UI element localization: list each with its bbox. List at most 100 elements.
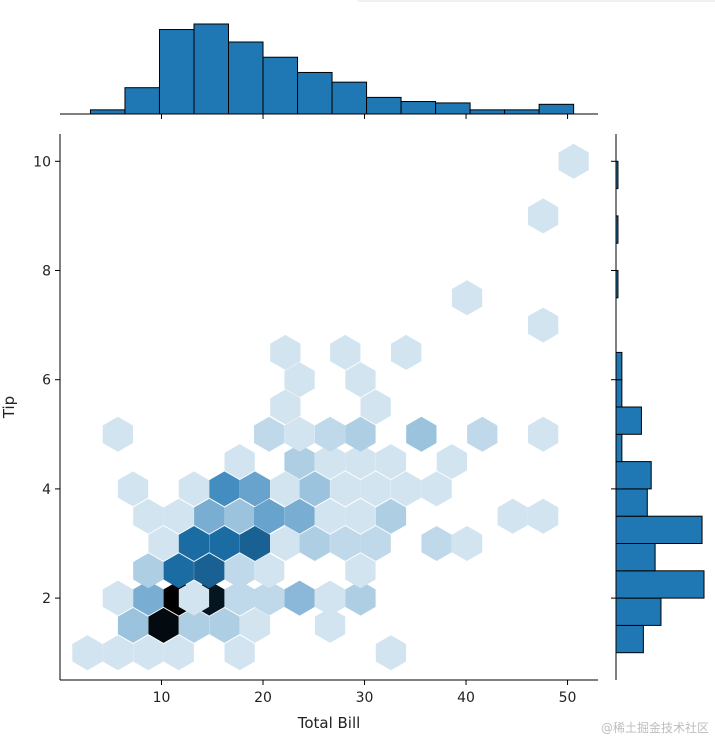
top-hist-bar <box>435 102 471 115</box>
hexbin-cell <box>224 635 255 671</box>
hexbin-cell <box>345 498 376 534</box>
hexbin-cell <box>391 471 422 507</box>
hexbin-cell <box>467 416 498 452</box>
y-tick-label: 2 <box>42 591 51 607</box>
x-axis-label: Total Bill <box>297 714 361 732</box>
hexbin-cell <box>224 580 255 616</box>
top-hist-bar <box>228 41 264 115</box>
hexbin-cell <box>239 607 271 643</box>
hexbin-cell <box>270 389 301 425</box>
top-hist-bar <box>400 101 437 115</box>
top-hist-bar <box>297 71 333 115</box>
hexbin-cell <box>209 471 240 507</box>
hexbin-cell <box>102 635 133 671</box>
hexbin-cell <box>558 143 589 179</box>
hexbin-cell <box>194 498 225 534</box>
hexbin-cell <box>254 553 285 589</box>
hexbin-cell <box>117 607 149 643</box>
x-tick-label: 20 <box>254 690 272 706</box>
right-hist-bar <box>615 624 644 654</box>
hexbin-cell <box>360 471 391 507</box>
hexbin-cell <box>224 553 255 589</box>
hexbin-cell <box>314 607 346 643</box>
hexbin-cell <box>270 334 301 370</box>
hexbin-cell <box>528 307 559 343</box>
hexbin-cell <box>194 553 225 589</box>
hexbin-cell <box>360 389 391 425</box>
watermark-text: @稀土掘金技术社区 <box>600 721 709 735</box>
hexbin-cell <box>270 526 301 561</box>
right-hist-bar <box>615 515 703 545</box>
hexbin-cell <box>72 635 103 671</box>
hexbin-cell <box>254 416 285 452</box>
hexbin-cell <box>239 471 271 507</box>
hexbin-cell <box>528 416 559 452</box>
top-hist-bar <box>366 96 402 115</box>
hexbin-cell <box>345 553 376 589</box>
hexbin-cell <box>314 444 346 480</box>
hexbin-cell <box>117 471 149 507</box>
hexbin-cell <box>209 607 240 643</box>
hexbin-cell <box>178 580 210 616</box>
hexbin-cell <box>163 553 194 589</box>
right-hist-bar <box>615 543 656 572</box>
top-hist-bar <box>124 87 160 115</box>
hexbin-cell <box>163 498 194 534</box>
y-tick-label: 4 <box>42 482 51 498</box>
x-tick-label: 40 <box>457 690 475 706</box>
hexbin-cell <box>391 334 422 370</box>
hexbin-cell <box>148 607 179 643</box>
window-edge <box>358 0 715 2</box>
hexbin-cell <box>375 498 407 534</box>
hexbin-cell <box>330 471 361 507</box>
hexbin-cell <box>133 580 164 616</box>
top-hist-bar <box>262 56 299 115</box>
hexbin-cell <box>224 444 255 480</box>
right-hist-bar <box>615 379 623 408</box>
hexbin-cell <box>314 498 346 534</box>
hexbin-cell <box>284 580 315 616</box>
hexbin-cell <box>270 471 301 507</box>
hexbin-cell <box>224 498 255 534</box>
hexbin-cell <box>133 553 164 589</box>
hexbin-cell <box>406 416 437 452</box>
hexbin-cell <box>299 471 330 507</box>
right-hist-bar <box>615 351 623 381</box>
hexbin-cell <box>314 416 346 452</box>
hexbin-cell <box>497 498 528 534</box>
hexbin-cell <box>330 334 361 370</box>
hexbin-cell <box>421 471 452 507</box>
hexbin-cell <box>284 444 315 480</box>
top-hist-bar <box>331 81 368 115</box>
top-hist-bar <box>193 23 230 115</box>
hexbin-cell <box>360 526 391 561</box>
right-hist-bar <box>615 597 662 626</box>
hexbin-cell <box>209 526 240 561</box>
top-hist-bar <box>504 109 540 115</box>
hexbin-cell <box>284 362 315 398</box>
top-hist-bar <box>158 29 195 115</box>
hexbin-cell <box>528 198 559 234</box>
hexbin-cell <box>178 526 210 561</box>
top-hist-bar <box>469 109 506 115</box>
hexbin-cell <box>528 498 559 534</box>
x-tick-label: 30 <box>356 690 374 706</box>
y-tick-label: 6 <box>42 373 51 389</box>
hexbin-cell <box>299 526 330 561</box>
right-hist-bar <box>615 461 652 490</box>
hexbin-cell <box>178 607 210 643</box>
hexbin-cell <box>345 444 376 480</box>
hexbin-cell <box>254 498 285 534</box>
right-hist-bar <box>615 433 623 463</box>
y-axis-label: Tip <box>0 396 18 419</box>
hexbin-cell <box>451 280 483 316</box>
hexbin-cell <box>102 580 133 616</box>
hexbin-cell <box>148 526 179 561</box>
right-hist-bar <box>615 406 642 435</box>
hexbin-cell <box>133 498 164 534</box>
hexbin-cell <box>178 471 210 507</box>
hexbin-cell <box>284 498 315 534</box>
hexbin-cell <box>436 444 467 480</box>
x-tick-label: 10 <box>153 690 171 706</box>
